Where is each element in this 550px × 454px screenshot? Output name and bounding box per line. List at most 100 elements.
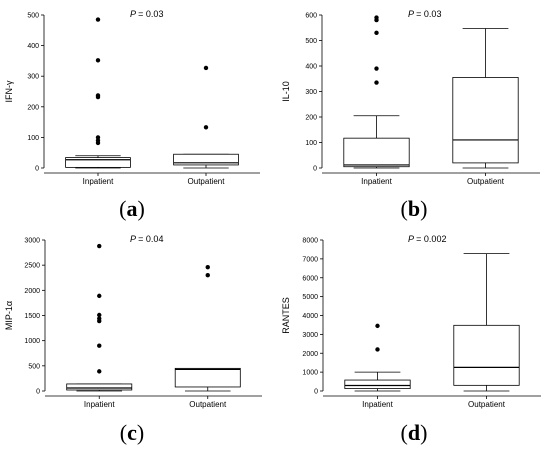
y-tick-label: 500 [305, 38, 317, 45]
outlier-point [205, 273, 210, 278]
y-tick-label: 300 [305, 89, 317, 96]
x-category-label: Inpatient [83, 177, 114, 186]
y-tick-label: 3000 [24, 238, 40, 245]
p-value: = 0.04 [138, 234, 163, 244]
outlier-point [97, 243, 102, 249]
chart-panel-a: 0 100 200 300 400 500 IFN-γ P = 0.03 Inpatient Ou… [0, 0, 275, 190]
x-category-label: Inpatient [361, 177, 392, 186]
p-value-label: P = 0.03 [130, 9, 163, 19]
p-value-label: P = 0.04 [130, 234, 163, 244]
p-value: = 0.002 [416, 234, 446, 244]
panel-caption-d: (d) [400, 420, 428, 445]
y-tick-label: 8000 [302, 238, 318, 245]
y-tick-label: 400 [27, 43, 39, 50]
box-outpatient [453, 253, 520, 392]
p-value: = 0.03 [138, 9, 163, 19]
x-category-label: Outpatient [189, 400, 227, 409]
outlier-point [205, 264, 210, 270]
box-iqr [453, 324, 520, 386]
y-tick-label: 500 [28, 363, 40, 370]
y-tick-label: 200 [27, 104, 39, 111]
boxplot-mip-1a: 0 500 1000 1500 2000 2500 3000 MIP-1α P = 0.04 In… [4, 234, 262, 409]
y-tick-label: 100 [305, 140, 317, 147]
y-tick-label: 1500 [24, 313, 40, 320]
box-iqr [344, 379, 411, 389]
y-tick-label: 500 [27, 13, 39, 20]
panel-caption-a: (a) [119, 196, 145, 221]
outlier-point [375, 323, 380, 329]
x-category-label: Outpatient [467, 177, 505, 186]
chart-panel-b: 0 100 200 300 400 500 600 IL-10 P = 0.03 Inpatien… [275, 0, 550, 190]
y-tick-label: 7000 [302, 256, 318, 263]
panel-caption-c: (c) [119, 420, 145, 445]
y-tick-label: 200 [305, 115, 317, 122]
outlier-point [95, 135, 101, 140]
chart-panel-c: 0 500 1000 1500 2000 2500 3000 MIP-1α P = 0.04 In… [0, 226, 275, 416]
box-outpatient [174, 264, 241, 392]
y-axis-label: IL-10 [281, 81, 291, 102]
y-tick-label: 2000 [24, 288, 40, 295]
x-category-label: Outpatient [188, 177, 226, 186]
p-symbol: P [408, 234, 416, 244]
y-tick-label: 2500 [24, 263, 40, 270]
box-iqr [65, 157, 131, 168]
outlier-point [203, 125, 209, 130]
outlier-point [203, 65, 209, 71]
outlier-point [97, 293, 102, 299]
box-inpatient [65, 17, 131, 169]
box-iqr [66, 383, 133, 391]
boxplot-il-10: 0 100 200 300 400 500 600 IL-10 P = 0.03 Inpatien… [281, 9, 540, 186]
outlier-point [95, 94, 101, 100]
boxplot-ifn-gamma: 0 100 200 300 400 500 IFN-γ P = 0.03 Inpatient Ou… [4, 9, 260, 186]
y-tick-label: 0 [314, 389, 318, 396]
box-inpatient [343, 15, 410, 169]
outlier-point [374, 17, 379, 23]
y-tick-label: 0 [35, 166, 39, 173]
y-axis-label: MIP-1α [4, 301, 14, 330]
outlier-point [374, 80, 379, 85]
y-tick-label: 1000 [302, 370, 318, 377]
outlier-point [375, 347, 380, 352]
p-symbol: P [130, 234, 138, 244]
x-category-label: Inpatient [362, 400, 393, 409]
chart-panel-d: 0 1000 2000 3000 4000 5000 6000 7000 8000 RANTES P… [275, 226, 550, 416]
x-category-label: Outpatient [468, 400, 506, 409]
box-inpatient [66, 243, 133, 392]
outlier-point [97, 343, 102, 348]
outlier-point [97, 318, 102, 324]
y-tick-label: 0 [36, 389, 40, 396]
outlier-point [95, 17, 101, 22]
y-tick-label: 400 [305, 64, 317, 71]
box-iqr [343, 137, 410, 168]
x-category-label: Inpatient [84, 400, 115, 409]
outlier-point [97, 312, 102, 318]
y-tick-label: 3000 [302, 332, 318, 339]
outlier-point [374, 66, 379, 71]
box-outpatient [452, 28, 519, 169]
y-tick-label: 6000 [302, 275, 318, 282]
y-tick-label: 2000 [302, 351, 318, 358]
y-tick-label: 5000 [302, 294, 318, 301]
y-tick-label: 4000 [302, 313, 318, 320]
p-value-label: P = 0.03 [408, 9, 441, 19]
box-iqr [174, 367, 241, 388]
y-tick-label: 0 [313, 166, 317, 173]
p-symbol: P [408, 9, 416, 19]
y-tick-label: 600 [305, 13, 317, 20]
outlier-point [97, 369, 102, 374]
y-axis-label: RANTES [281, 297, 291, 334]
y-axis-label: IFN-γ [4, 80, 14, 102]
outlier-point [95, 140, 101, 146]
p-symbol: P [130, 9, 138, 19]
p-value-label: P = 0.002 [408, 234, 446, 244]
box-iqr [173, 153, 239, 166]
box-iqr [452, 77, 519, 164]
boxplot-rantes: 0 1000 2000 3000 4000 5000 6000 7000 8000 RANTES P… [281, 234, 541, 409]
outlier-point [95, 58, 101, 63]
box-inpatient [344, 323, 411, 392]
outlier-point [374, 30, 379, 36]
p-value: = 0.03 [416, 9, 441, 19]
y-tick-label: 100 [27, 135, 39, 142]
box-outpatient [173, 65, 239, 169]
panel-caption-b: (b) [400, 196, 428, 221]
